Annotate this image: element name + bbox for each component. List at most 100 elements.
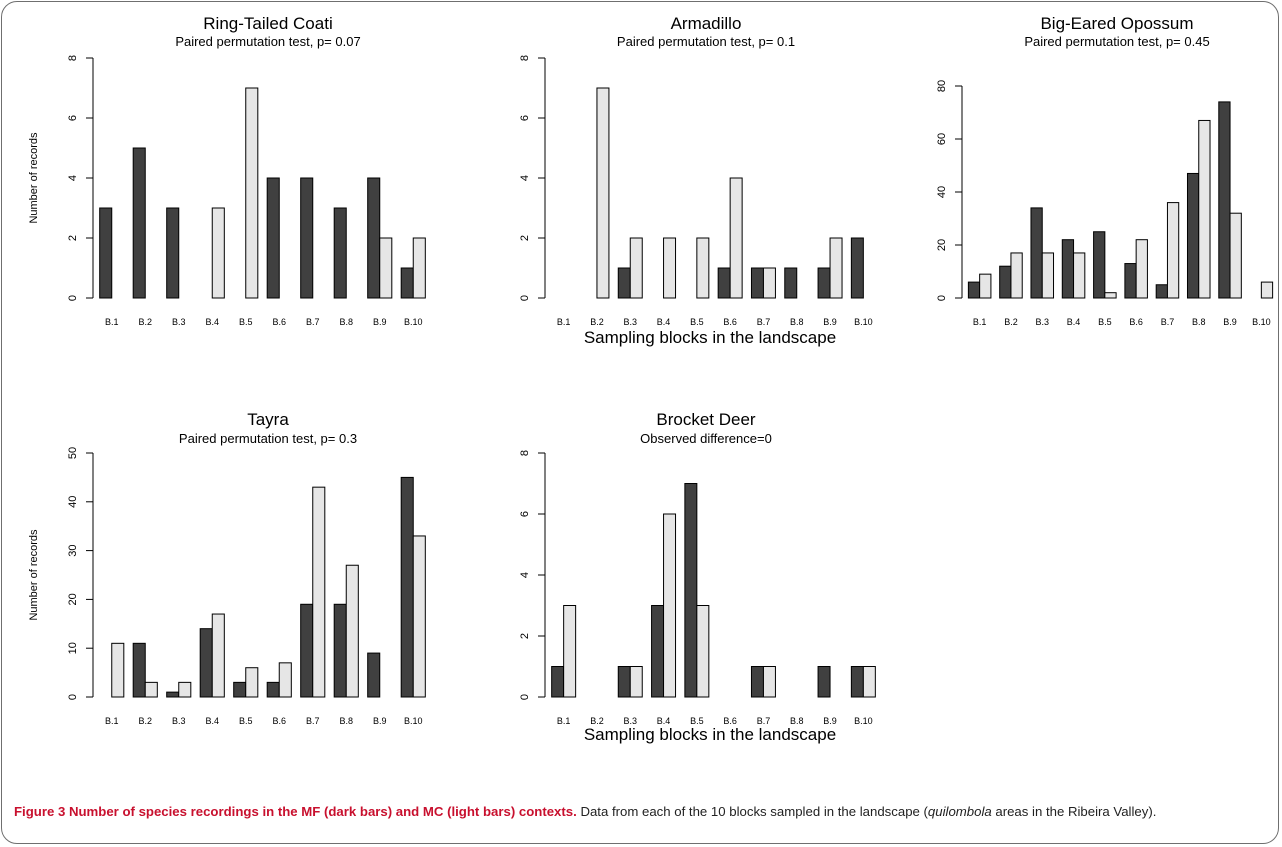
x-tick-label: B.10: [404, 716, 423, 726]
y-axis-label: Number of records: [28, 529, 40, 621]
caption-title: Number of species recordings in the MF (…: [68, 804, 577, 819]
y-tick-label: 8: [519, 55, 531, 61]
y-tick-label: 0: [519, 295, 531, 301]
x-tick-label: B.7: [1161, 317, 1175, 327]
y-tick-label: 40: [67, 496, 79, 508]
x-tick-label: B.7: [757, 317, 771, 327]
x-tick-label: B.6: [272, 317, 286, 327]
bar-mf: [300, 603, 314, 698]
bar-mc: [862, 666, 876, 698]
bar-mf: [1030, 207, 1043, 299]
y-tick-label: 2: [519, 633, 531, 639]
bar-mc: [696, 237, 710, 299]
bar-mf: [651, 605, 665, 698]
x-tick-label: B.8: [790, 716, 804, 726]
bar-mc: [111, 642, 125, 698]
chart-title: Brocket Deer: [656, 410, 756, 429]
x-tick-label: B.6: [272, 716, 286, 726]
bar-mc: [629, 237, 643, 299]
bar-mc: [211, 207, 225, 299]
x-tick-label: B.6: [723, 317, 737, 327]
y-tick-label: 6: [67, 115, 79, 121]
bar-mc: [629, 666, 643, 698]
x-tick-label: B.3: [1035, 317, 1049, 327]
y-tick-label: 20: [936, 239, 948, 251]
bar-mc: [696, 605, 710, 698]
x-tick-label: B.6: [723, 716, 737, 726]
y-tick-label: 40: [936, 186, 948, 198]
chart-title: Armadillo: [671, 14, 742, 33]
bar-mf: [684, 483, 698, 698]
bar-mf: [367, 177, 381, 299]
bar-mc: [563, 605, 577, 698]
bar-mf: [132, 642, 146, 698]
bar-mc: [979, 273, 992, 299]
y-tick-label: 0: [936, 295, 948, 301]
x-tick-label: B.2: [1004, 317, 1018, 327]
x-tick-label: B.2: [138, 317, 152, 327]
x-tick-label: B.5: [690, 716, 704, 726]
bar-mf: [1186, 172, 1200, 299]
bar-mc: [1073, 252, 1086, 299]
y-tick-label: 20: [67, 593, 79, 605]
x-tick-label: B.1: [973, 317, 987, 327]
x-tick-label: B.2: [590, 317, 604, 327]
bar-mc: [762, 666, 776, 698]
bar-mf: [233, 681, 247, 698]
y-tick-label: 6: [519, 115, 531, 121]
x-tick-label: B.2: [590, 716, 604, 726]
x-tick-label: B.7: [306, 716, 320, 726]
bar-mc: [1135, 239, 1148, 299]
bar-mf: [400, 267, 414, 299]
caption-text-after: areas in the Ribeira Valley).: [991, 804, 1157, 819]
bar-mf: [999, 265, 1012, 299]
y-tick-label: 2: [519, 235, 531, 241]
bar-mc: [312, 486, 326, 698]
x-tick-label: B.7: [306, 317, 320, 327]
x-tick-label: B.5: [239, 317, 253, 327]
caption-text-before: Data from each of the 10 blocks sampled …: [580, 804, 928, 819]
x-tick-label: B.1: [105, 317, 119, 327]
bar-mc: [762, 267, 776, 299]
x-tick-label: B.5: [1098, 317, 1112, 327]
bar-mc: [1198, 119, 1211, 299]
bar-mf: [266, 177, 280, 299]
bar-mc: [379, 237, 393, 299]
bar-mf: [850, 237, 864, 299]
bar-mc: [278, 662, 292, 698]
x-tick-label: B.5: [690, 317, 704, 327]
bar-mf: [99, 207, 113, 299]
chart-title: Big-Eared Opossum: [1040, 14, 1193, 33]
bar-mc: [1260, 281, 1274, 299]
bar-mc: [412, 237, 426, 299]
x-tick-label: B.9: [373, 317, 387, 327]
y-axis-label: Number of records: [28, 132, 40, 224]
x-tick-label: B.8: [790, 317, 804, 327]
x-tick-label: B.6: [1129, 317, 1143, 327]
bar-mc: [144, 681, 158, 698]
bar-mf: [617, 267, 631, 299]
x-axis-label: Sampling blocks in the landscape: [584, 328, 836, 347]
bar-mf: [400, 476, 414, 698]
x-tick-label: B.8: [339, 317, 353, 327]
y-tick-label: 2: [67, 235, 79, 241]
x-tick-label: B.3: [623, 317, 637, 327]
y-tick-label: 10: [67, 642, 79, 654]
chart-subtitle: Paired permutation test, p= 0.07: [175, 34, 360, 49]
x-tick-label: B.1: [557, 716, 571, 726]
y-tick-label: 4: [519, 572, 531, 578]
y-tick-label: 8: [67, 55, 79, 61]
y-tick-label: 0: [519, 694, 531, 700]
bar-mf: [1124, 263, 1137, 299]
bar-mc: [1166, 202, 1180, 299]
bar-mf: [166, 207, 180, 299]
x-tick-label: B.5: [239, 716, 253, 726]
x-tick-label: B.10: [1252, 317, 1271, 327]
bar-mc: [1104, 292, 1117, 299]
x-tick-label: B.8: [339, 716, 353, 726]
chart-subtitle: Paired permutation test, p= 0.3: [179, 431, 357, 446]
y-tick-label: 4: [67, 175, 79, 181]
x-tick-label: B.7: [757, 716, 771, 726]
bar-mc: [245, 667, 259, 698]
